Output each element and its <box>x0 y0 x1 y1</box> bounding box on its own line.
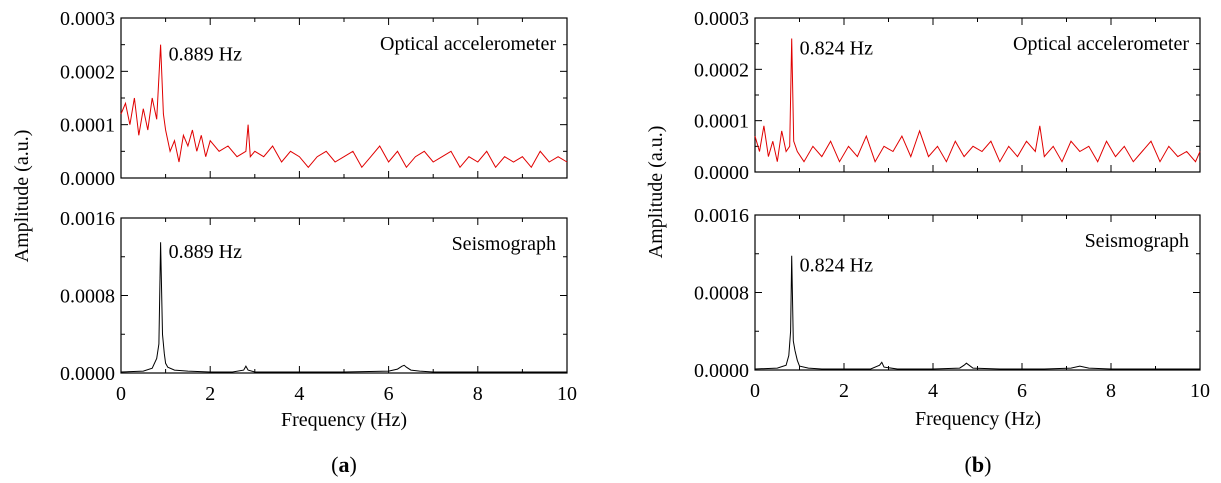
peak-annotation: 0.824 Hz <box>800 255 873 277</box>
panel-b-xlabel: Frequency (Hz) <box>915 408 1041 430</box>
y-tick-label: 0.0008 <box>60 286 115 308</box>
subplot-label: Seismograph <box>452 233 556 255</box>
panel-b-caption: (b) <box>965 452 992 477</box>
y-tick-label: 0.0003 <box>694 8 749 30</box>
x-tick-label: 2 <box>839 380 849 402</box>
y-tick-label: 0.0000 <box>60 363 115 385</box>
panel-a-caption: (a) <box>331 452 357 477</box>
series-line <box>754 38 1201 163</box>
y-tick-label: 0.0000 <box>60 168 115 190</box>
y-tick-label: 0.0001 <box>60 115 115 137</box>
peak-annotation: 0.889 Hz <box>169 44 242 66</box>
x-tick-label: 10 <box>557 383 577 405</box>
y-tick-label: 0.0016 <box>694 205 749 227</box>
y-tick-label: 0.0003 <box>60 8 115 30</box>
x-tick-label: 4 <box>294 383 304 405</box>
y-tick-label: 0.0001 <box>694 111 749 133</box>
panel-b-seismograph-plot: 0.0000 0.0008 0.0016 0 2 4 6 8 10 Seismograph 0.82… <box>694 205 1210 402</box>
panel-a-xlabel: Frequency (Hz) <box>281 409 407 431</box>
subplot-label: Optical accelerometer <box>1013 33 1189 55</box>
panel-a-optical-plot: 0.0000 0.0001 0.0002 0.0003 Optical accelero… <box>60 8 568 190</box>
panel-a-seismograph-plot: 0.0000 0.0008 0.0016 0 2 4 6 8 10 Seismograph 0.88… <box>60 208 577 405</box>
panel-a-ylabel: Amplitude (a.u.) <box>11 130 33 263</box>
x-tick-label: 6 <box>384 383 394 405</box>
peak-annotation: 0.889 Hz <box>169 241 242 263</box>
series-line <box>754 255 1200 370</box>
x-tick-label: 0 <box>116 383 126 405</box>
y-tick-label: 0.0008 <box>694 283 749 305</box>
y-tick-label: 0.0000 <box>694 360 749 382</box>
subplot-label: Seismograph <box>1085 230 1189 252</box>
x-tick-label: 6 <box>1017 380 1027 402</box>
panel-a: 0.0000 0.0001 0.0002 0.0003 Optical accelero… <box>11 8 577 477</box>
x-tick-label: 2 <box>205 383 215 405</box>
y-tick-label: 0.0000 <box>694 162 749 184</box>
x-tick-label: 8 <box>473 383 483 405</box>
peak-annotation: 0.824 Hz <box>800 38 873 60</box>
x-tick-label: 4 <box>928 380 938 402</box>
series-line <box>120 242 567 373</box>
panel-b-ylabel: Amplitude (a.u.) <box>645 126 667 259</box>
x-tick-label: 8 <box>1106 380 1116 402</box>
series-line <box>120 44 568 169</box>
y-tick-label: 0.0002 <box>60 61 115 83</box>
y-tick-label: 0.0016 <box>60 208 115 230</box>
x-tick-label: 0 <box>750 380 760 402</box>
panel-b-optical-plot: 0.0000 0.0001 0.0002 0.0003 Optical accelero… <box>694 8 1201 184</box>
panel-b: 0.0000 0.0001 0.0002 0.0003 Optical accelero… <box>645 8 1210 477</box>
y-tick-label: 0.0002 <box>694 59 749 81</box>
x-tick-label: 10 <box>1190 380 1210 402</box>
subplot-label: Optical accelerometer <box>380 33 556 55</box>
